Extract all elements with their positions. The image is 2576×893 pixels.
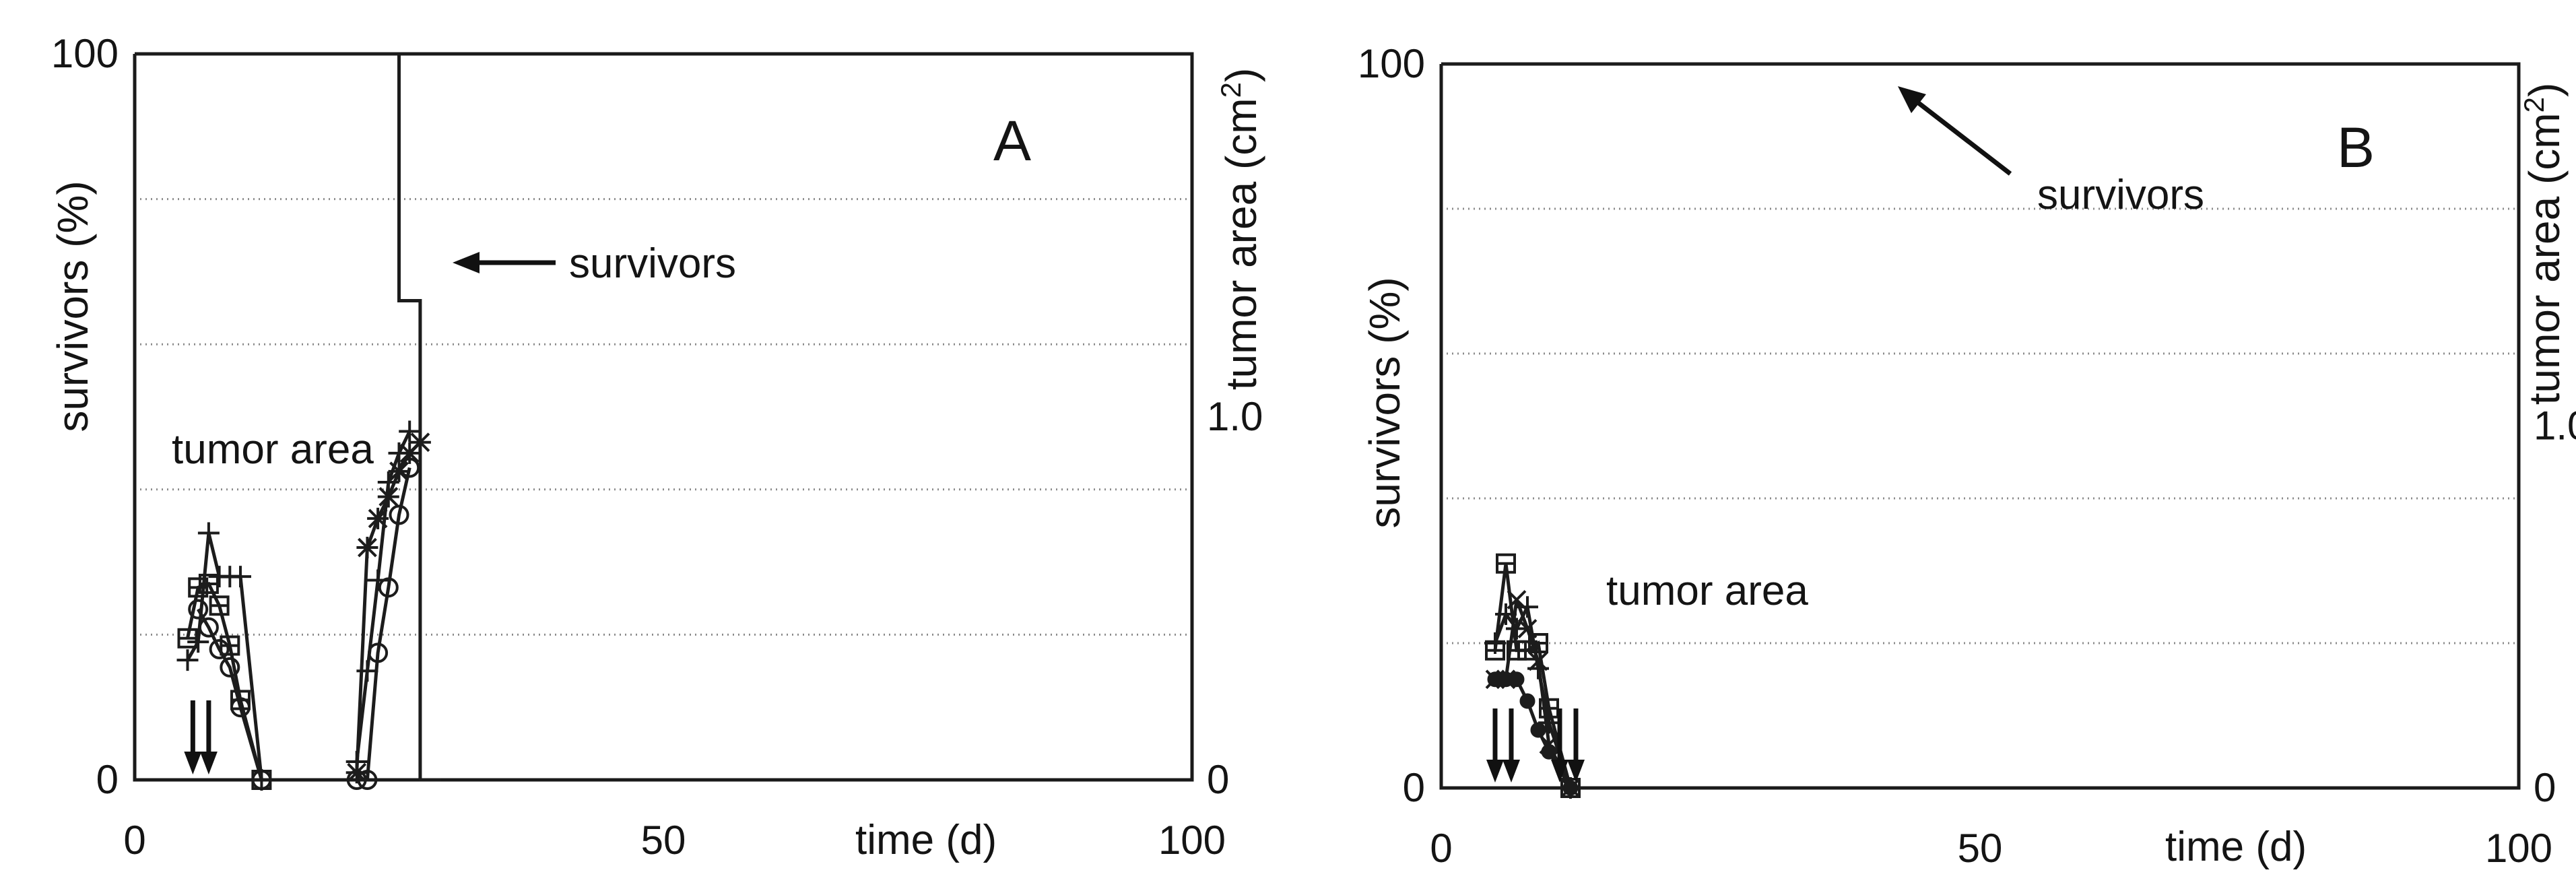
tumor-data-point <box>1530 722 1546 738</box>
panel-a-tumor-series <box>176 420 431 791</box>
panel-b-survivors-pointer-head <box>1898 86 1926 113</box>
tumor-data-point <box>209 638 230 659</box>
panel-a-ticks: 0 100 0 1.0 0 50 100 <box>51 31 1263 863</box>
panel-b-time-label: time (d) <box>2165 824 2307 870</box>
tumor-data-point <box>251 770 272 790</box>
panel-a-letter: A <box>993 109 1031 172</box>
tumor-data-point <box>356 537 378 559</box>
tumor-data-point <box>176 649 199 671</box>
tumor-data-point <box>230 697 251 718</box>
panel-b-right-axis-label: tumor area (cm2) <box>2518 83 2569 405</box>
panel-b-treatment-arrows <box>1486 708 1585 783</box>
panel-a: 0 100 0 1.0 0 50 100 survivors (%) tumor area … <box>48 31 1265 863</box>
left-tick-label: 0 <box>1403 765 1425 810</box>
tumor-data-point <box>377 486 399 508</box>
tumor-data-point <box>220 635 240 656</box>
panel-b: 0 100 0 1.0 0 50 100 survivors (%) tumor area … <box>1358 41 2576 871</box>
right-tick-label: 1.0 <box>1207 394 1263 439</box>
treatment-arrow-head <box>1502 760 1520 783</box>
tumor-data-point <box>399 457 420 478</box>
left-tick-label: 100 <box>51 31 119 76</box>
panel-a-tumor-area-label: tumor area <box>172 426 374 473</box>
treatment-arrow-head <box>199 752 218 774</box>
right-tick-label: 0 <box>1207 757 1229 802</box>
tumor-series-line <box>355 430 411 762</box>
tumor-data-point <box>1496 553 1516 574</box>
tumor-data-point <box>177 628 198 649</box>
x-tick-label: 50 <box>641 818 686 863</box>
tumor-data-point <box>1509 671 1525 688</box>
panel-b-left-axis-label: survivors (%) <box>1360 277 1409 528</box>
panel-a-survivors-annotation: survivors <box>569 240 736 287</box>
panel-a-left-axis-label: survivors (%) <box>48 180 97 432</box>
x-tick-label: 50 <box>1958 826 2003 871</box>
x-tick-label: 0 <box>1430 826 1452 871</box>
x-tick-label: 100 <box>2485 826 2552 871</box>
right-tick-label: 1.0 <box>2534 403 2576 449</box>
panel-a-time-label: time (d) <box>855 817 997 863</box>
tumor-data-point <box>1506 618 1527 640</box>
tumor-data-point <box>1507 590 1527 609</box>
tumor-data-point <box>1538 712 1560 734</box>
panel-a-grid <box>135 198 1192 636</box>
panel-b-survivors-pointer <box>1914 99 2012 176</box>
tumor-data-point <box>198 573 219 594</box>
survivors-series-line <box>135 52 442 782</box>
panel-b-letter: B <box>2337 116 2375 179</box>
left-tick-label: 0 <box>96 757 119 802</box>
panel-b-survivors-annotation: survivors <box>2037 172 2204 218</box>
treatment-arrow-head <box>1551 760 1568 783</box>
tumor-data-point <box>198 617 219 638</box>
tumor-data-point <box>367 507 389 529</box>
right-tick-label: 0 <box>2534 765 2556 810</box>
tumor-data-point <box>220 657 240 677</box>
tumor-data-point <box>230 566 251 588</box>
panel-a-plot-frame <box>133 52 1194 782</box>
panel-b-grid <box>1441 207 2519 644</box>
tumor-data-point <box>187 631 209 653</box>
tumor-data-point <box>1519 693 1535 709</box>
x-tick-label: 0 <box>123 818 145 863</box>
tumor-data-point <box>1528 651 1548 671</box>
panel-b-ticks: 0 100 0 1.0 0 50 100 <box>1358 41 2576 871</box>
tumor-data-point <box>357 770 378 790</box>
tumor-data-point <box>197 522 220 544</box>
panel-a-survivors-line <box>135 52 442 782</box>
tumor-data-point <box>378 577 399 598</box>
tumor-data-point <box>209 595 230 616</box>
treatment-arrow-head <box>1567 760 1585 783</box>
tumor-data-point <box>1541 743 1557 760</box>
tumor-data-point <box>1517 619 1538 638</box>
tumor-data-point <box>188 577 209 598</box>
treatment-arrow-head <box>1486 760 1504 783</box>
x-tick-label: 100 <box>1158 818 1226 863</box>
treatment-arrow-head <box>184 752 202 774</box>
panel-a-treatment-arrows <box>184 700 218 774</box>
left-tick-label: 100 <box>1358 41 1425 86</box>
tumor-data-point <box>188 599 209 620</box>
tumor-data-point <box>389 504 409 525</box>
panel-a-survivors-pointer-head <box>453 252 480 273</box>
tumor-data-point <box>399 420 421 442</box>
panel-b-tumor-series <box>1484 553 1581 799</box>
tumor-data-point <box>1562 780 1579 796</box>
panel-b-tumor-area-label: tumor area <box>1606 568 1808 614</box>
tumor-data-point <box>388 460 410 482</box>
tumor-series-line <box>197 608 263 781</box>
tumor-data-point <box>1484 632 1506 654</box>
panel-a-right-axis-label: tumor area (cm2) <box>1215 68 1266 391</box>
tumor-data-point <box>368 642 389 663</box>
tumor-data-point <box>346 770 367 790</box>
